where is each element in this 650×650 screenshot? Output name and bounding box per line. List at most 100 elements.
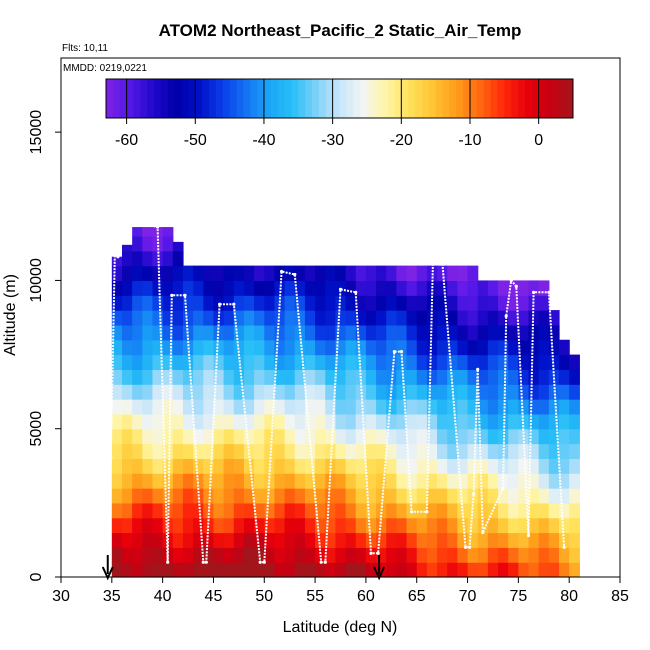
- heatmap-cell: [111, 502, 123, 519]
- heatmap-cell: [345, 473, 357, 489]
- heatmap-cell: [457, 428, 469, 445]
- heatmap-cell: [487, 473, 499, 489]
- heatmap-cell: [132, 384, 143, 400]
- heatmap-cell: [365, 295, 377, 311]
- heatmap-cell: [132, 235, 143, 252]
- heatmap-cell: [142, 310, 154, 326]
- heatmap-cell: [376, 295, 387, 311]
- heatmap-cell: [213, 488, 225, 504]
- heatmap-cell: [315, 562, 326, 578]
- heatmap-cell: [193, 502, 204, 519]
- heatmap-cell: [487, 443, 499, 459]
- heatmap-cell: [518, 562, 530, 578]
- heatmap-cell: [518, 517, 530, 534]
- heatmap-cell: [548, 354, 560, 370]
- heatmap-cell: [538, 562, 550, 578]
- heatmap-cell: [518, 488, 530, 504]
- heatmap-cell: [508, 399, 519, 415]
- heatmap-cell: [355, 413, 367, 430]
- heatmap-cell: [325, 473, 337, 489]
- heatmap-cell: [243, 517, 255, 534]
- heatmap-cell: [315, 354, 326, 370]
- heatmap-cell: [498, 280, 509, 296]
- heatmap-cell: [264, 295, 276, 311]
- heatmap-cell: [233, 384, 245, 400]
- colorbar-swatch: [346, 79, 354, 118]
- heatmap-cell: [426, 443, 438, 459]
- heatmap-cell: [345, 384, 357, 400]
- heatmap-cell: [548, 324, 560, 341]
- heatmap-cell: [376, 399, 387, 415]
- heatmap-cell: [569, 443, 580, 459]
- heatmap-cell: [264, 265, 276, 282]
- heatmap-cell: [284, 473, 296, 489]
- colorbar-swatch: [339, 79, 347, 118]
- heatmap-cell: [355, 488, 367, 504]
- heatmap-cell: [386, 562, 397, 578]
- heatmap-cell: [111, 399, 123, 415]
- heatmap-cell: [396, 458, 408, 474]
- heatmap-cell: [528, 517, 540, 534]
- heatmap-cell: [508, 310, 519, 326]
- colorbar-swatch: [112, 79, 121, 118]
- colorbar-swatch: [518, 79, 526, 118]
- heatmap-cell: [559, 443, 570, 459]
- heatmap-cell: [111, 413, 123, 430]
- heatmap-cell: [477, 488, 489, 504]
- heatmap-cell: [152, 339, 164, 356]
- heatmap-cell: [264, 354, 276, 370]
- heatmap-cell: [162, 339, 174, 356]
- flight-track-point: [376, 551, 380, 555]
- heatmap-cell: [416, 339, 428, 356]
- heatmap-cell: [569, 458, 580, 474]
- flight-track-point: [183, 293, 187, 297]
- heatmap-cell: [284, 443, 296, 459]
- heatmap-cell: [132, 250, 143, 267]
- heatmap-cell: [559, 473, 570, 489]
- heatmap-cell: [508, 295, 519, 311]
- heatmap-cell: [121, 369, 133, 385]
- heatmap-cell: [447, 547, 458, 563]
- heatmap-cell: [274, 369, 286, 385]
- heatmap-cell: [243, 324, 255, 341]
- heatmap-cell: [365, 384, 377, 400]
- heatmap-cell: [233, 562, 245, 578]
- heatmap-cell: [386, 399, 397, 415]
- x-tick-label: 80: [560, 588, 578, 605]
- heatmap-cell: [284, 354, 296, 370]
- heatmap-cell: [376, 473, 387, 489]
- colorbar-tick-label: -10: [458, 132, 481, 149]
- heatmap-cell: [498, 295, 509, 311]
- colorbar-swatch: [174, 79, 183, 118]
- heatmap-cell: [315, 458, 326, 474]
- heatmap-cell: [538, 428, 550, 445]
- heatmap-cell: [132, 473, 143, 489]
- heatmap-cell: [487, 413, 499, 430]
- heatmap-cell: [152, 310, 164, 326]
- heatmap-cell: [203, 384, 215, 400]
- heatmap-cell: [233, 339, 245, 356]
- heatmap-cell: [447, 458, 458, 474]
- heatmap-cell: [315, 295, 326, 311]
- heatmap-cell: [518, 324, 530, 341]
- heatmap-cell: [457, 443, 469, 459]
- heatmap-cell: [142, 562, 154, 578]
- heatmap-cell: [355, 517, 367, 534]
- heatmap-cell: [345, 369, 357, 385]
- heatmap-cell: [437, 324, 448, 341]
- colorbar-swatch: [229, 79, 237, 118]
- heatmap-cell: [172, 399, 184, 415]
- heatmap-cell: [365, 517, 377, 534]
- heatmap-cell: [243, 295, 255, 311]
- heatmap-cell: [203, 310, 215, 326]
- heatmap-cell: [203, 517, 215, 534]
- flight-track-point: [481, 530, 485, 535]
- heatmap-cell: [426, 369, 438, 385]
- heatmap-cell: [518, 280, 530, 296]
- heatmap-cell: [223, 310, 235, 326]
- heatmap-cell: [182, 488, 194, 504]
- heatmap-cell: [304, 473, 316, 489]
- heatmap-cell: [487, 384, 499, 400]
- heatmap-cell: [426, 413, 438, 430]
- heatmap-cell: [447, 354, 458, 370]
